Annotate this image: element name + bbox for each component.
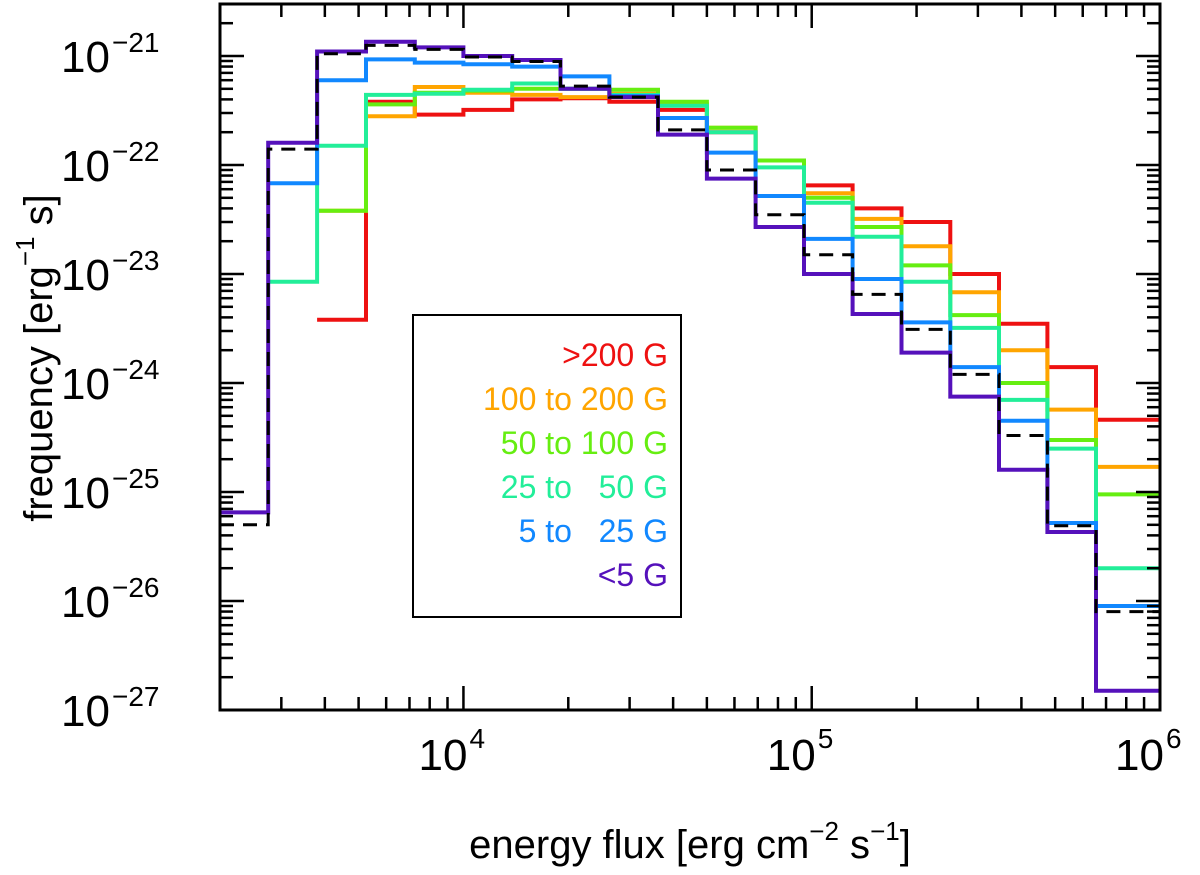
- y-tick-exponent: −27: [112, 681, 160, 712]
- plot-frame: [218, 2, 1162, 712]
- x-tick-label: 10: [1115, 731, 1164, 780]
- x-axis-label-mid: s: [839, 823, 870, 867]
- legend-label: 50 to 100 G: [501, 425, 668, 461]
- y-tick-exponent: −23: [112, 245, 160, 276]
- x-tick-exponent: 5: [818, 723, 834, 754]
- series-line-5-to-25-g: [268, 57, 1160, 608]
- minor-ticks: [218, 2, 1162, 712]
- series-line-total-dashed: [220, 43, 1160, 614]
- y-tick-exponent: −24: [112, 354, 160, 385]
- legend-box: [412, 314, 682, 618]
- series-line-5-g: [220, 39, 1160, 693]
- y-tick-label: 10: [61, 469, 110, 518]
- legend-label: 5 to 25 G: [519, 513, 668, 549]
- y-tick-exponent: −26: [112, 572, 160, 603]
- x-axis-label-sup2: −1: [870, 816, 900, 846]
- x-axis-label: energy flux [erg cm−2 s−1]: [469, 816, 911, 867]
- y-tick-label: 10: [61, 33, 110, 82]
- x-tick-label: 10: [767, 731, 816, 780]
- x-tick-labels: 10 4 10 5 10 6: [418, 723, 1181, 780]
- legend: >200 G 100 to 200 G 50 to 100 G 25 to 50 G 5…: [412, 314, 682, 618]
- y-tick-label: 10: [61, 360, 110, 409]
- y-axis-label: frequency [erg−1 s]: [10, 194, 61, 522]
- y-tick-label: 10: [61, 578, 110, 627]
- y-tick-label: 10: [61, 142, 110, 191]
- y-tick-exponent: −21: [112, 27, 160, 58]
- legend-label: 25 to 50 G: [501, 469, 668, 505]
- x-tick-exponent: 4: [469, 723, 485, 754]
- y-axis-label-end: s]: [17, 194, 61, 236]
- x-tick-label: 10: [418, 731, 467, 780]
- x-axis-label-sup1: −2: [809, 816, 839, 846]
- y-axis-label-base: frequency [erg: [17, 266, 61, 522]
- y-tick-exponent: −22: [112, 136, 160, 167]
- y-axis-label-sup: −1: [10, 236, 40, 266]
- x-tick-exponent: 6: [1166, 723, 1182, 754]
- legend-label: 100 to 200 G: [483, 381, 668, 417]
- y-tick-label: 10: [61, 687, 110, 736]
- series-layer: [220, 39, 1160, 693]
- y-tick-label: 10: [61, 251, 110, 300]
- series-line-25-to-50-g: [268, 81, 1160, 571]
- y-tick-exponent: −25: [112, 463, 160, 494]
- legend-entries: >200 G 100 to 200 G 50 to 100 G 25 to 50 G 5…: [483, 337, 668, 593]
- x-axis-label-end: ]: [900, 823, 911, 867]
- x-axis-label-base: energy flux [erg cm: [469, 823, 809, 867]
- legend-label: >200 G: [562, 337, 668, 373]
- legend-label: <5 G: [598, 557, 668, 593]
